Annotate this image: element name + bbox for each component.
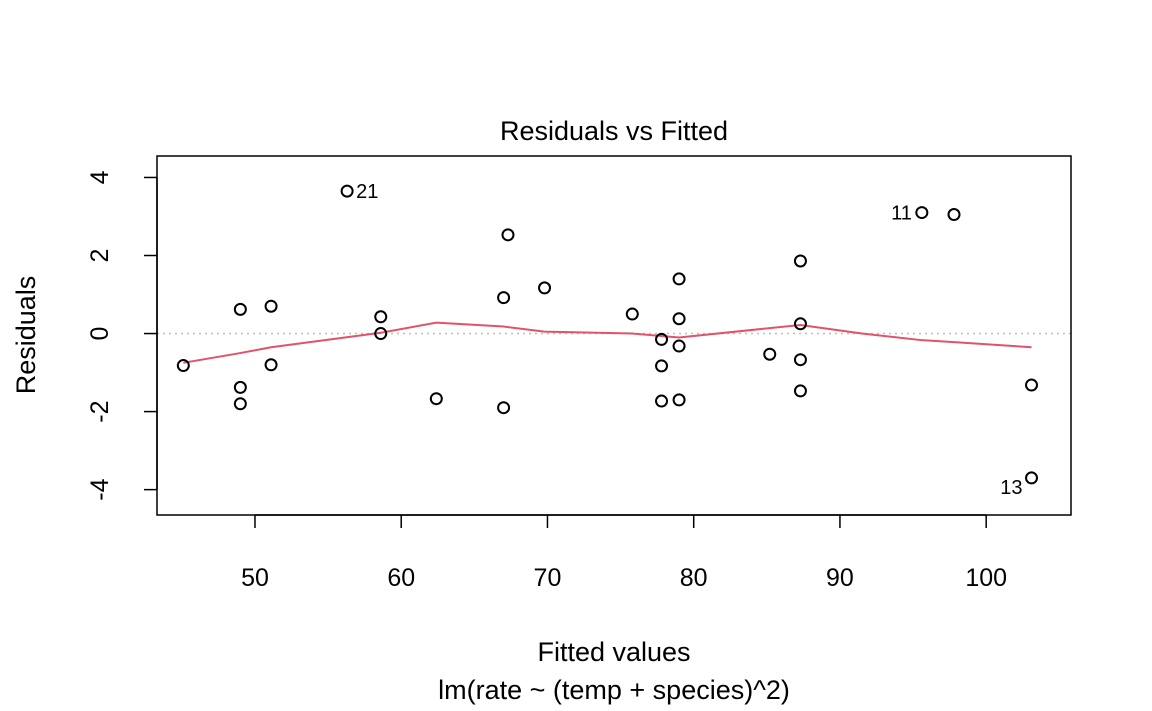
y-axis: -4 -2 0 2 4 — [86, 170, 158, 501]
chart-title: Residuals vs Fitted — [500, 116, 728, 146]
data-point — [501, 228, 515, 242]
point-label: 21 — [356, 181, 378, 203]
loess-smoother-line — [183, 321, 1032, 364]
x-tick-label: 50 — [241, 564, 269, 592]
y-tick-label: 4 — [86, 170, 114, 184]
data-point — [947, 208, 961, 222]
y-tick-label: -2 — [86, 400, 114, 422]
data-point — [672, 339, 686, 353]
x-tick-label: 90 — [826, 564, 854, 592]
data-point — [429, 392, 443, 406]
x-axis: 50 60 70 80 90 100 — [241, 514, 1007, 592]
data-point — [655, 359, 669, 373]
x-tick-label: 80 — [680, 564, 708, 592]
data-point — [672, 312, 686, 326]
data-point — [793, 384, 807, 398]
data-point — [233, 302, 247, 316]
point-label: 11 — [891, 203, 912, 225]
data-point — [793, 254, 807, 268]
data-point — [672, 393, 686, 407]
data-point — [374, 327, 388, 341]
data-point — [264, 299, 278, 313]
data-point — [655, 394, 669, 408]
x-tick-label: 100 — [965, 564, 1007, 592]
data-point — [793, 317, 807, 331]
data-points — [176, 184, 1039, 485]
y-tick-label: 0 — [86, 327, 114, 341]
data-point — [264, 358, 278, 372]
model-formula-subtitle: lm(rate ~ (temp + species)^2) — [438, 675, 790, 705]
data-point — [1025, 471, 1039, 485]
data-point — [793, 353, 807, 367]
point-labels: 21 11 13 — [356, 181, 1022, 499]
x-tick-label: 60 — [387, 564, 415, 592]
x-tick-label: 70 — [534, 564, 562, 592]
data-point — [915, 206, 929, 220]
data-point — [1025, 378, 1039, 392]
data-point — [340, 184, 354, 198]
data-point — [655, 332, 669, 346]
data-point — [233, 380, 247, 394]
y-axis-title: Residuals — [11, 276, 41, 395]
data-point — [763, 347, 777, 361]
x-axis-title: Fitted values — [537, 637, 690, 667]
data-point — [538, 281, 552, 295]
data-point — [625, 307, 639, 321]
data-point — [233, 397, 247, 411]
data-point — [176, 359, 190, 373]
y-tick-label: 2 — [86, 249, 114, 263]
data-point — [497, 401, 511, 415]
data-point — [672, 272, 686, 286]
y-tick-label: -4 — [86, 478, 114, 500]
data-point — [497, 291, 511, 305]
point-label: 13 — [1000, 477, 1022, 499]
data-point — [374, 310, 388, 324]
